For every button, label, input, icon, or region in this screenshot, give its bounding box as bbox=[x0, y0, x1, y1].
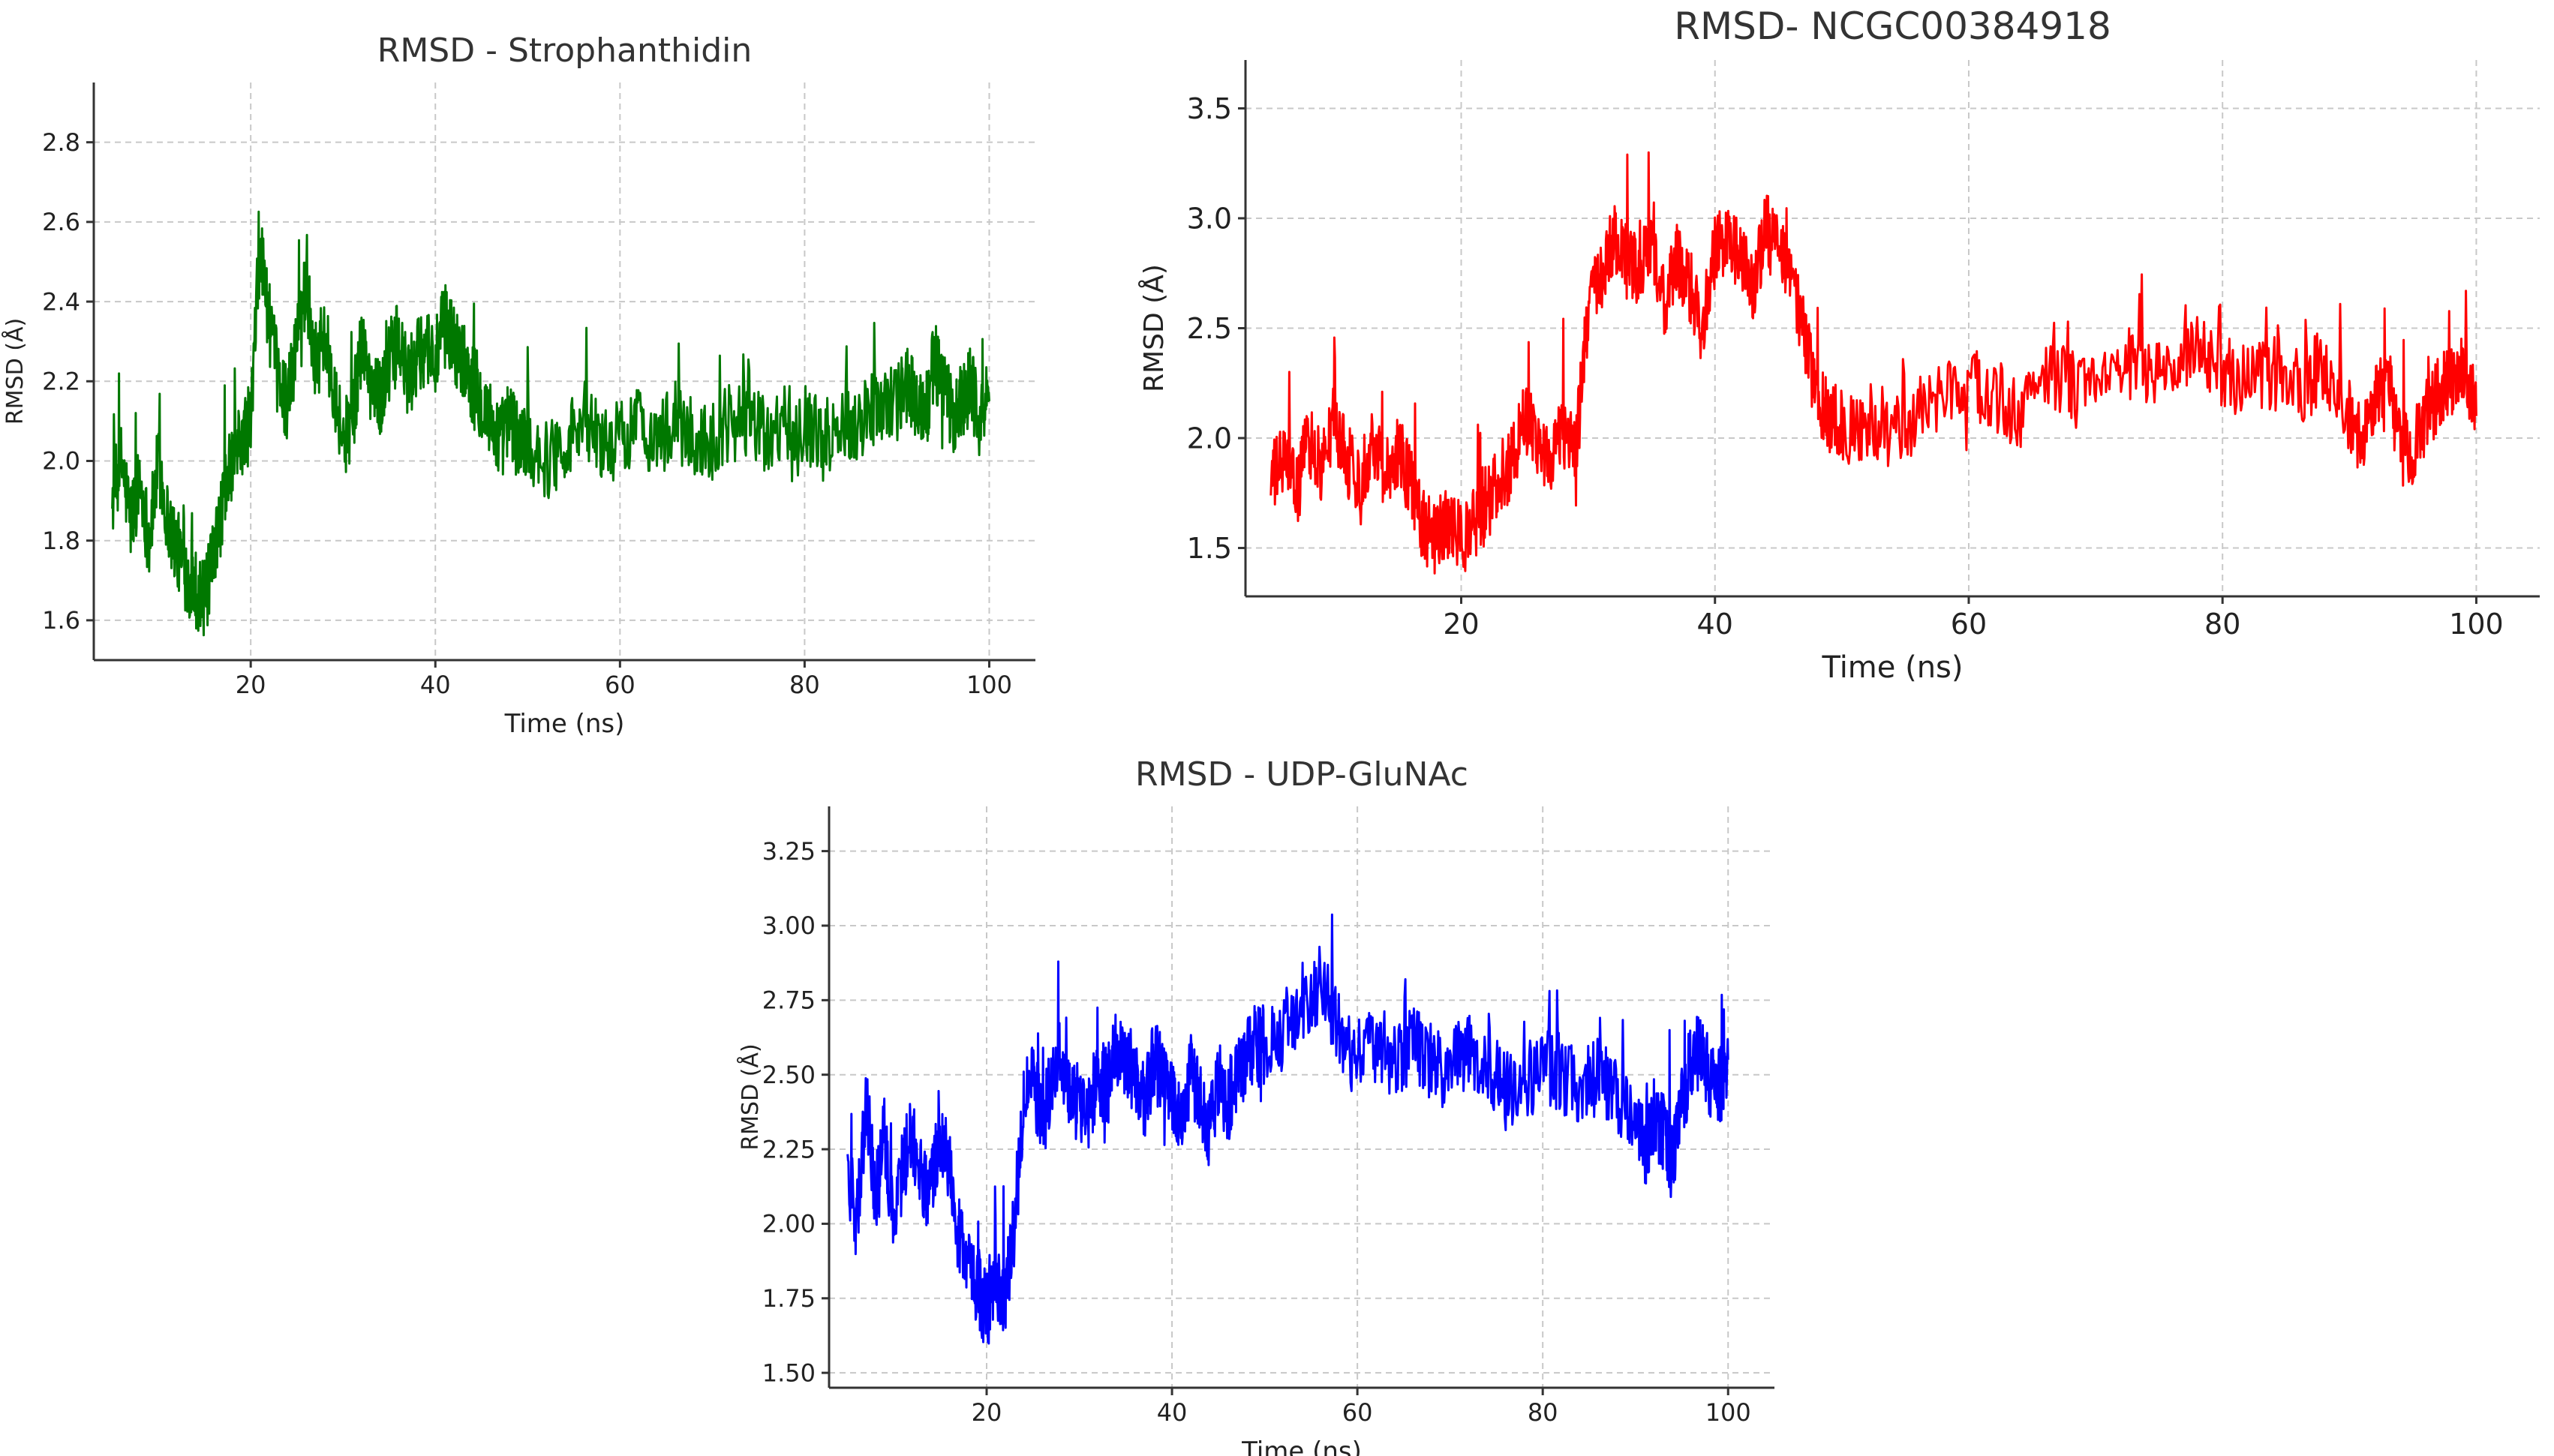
y-tick-label: 2.8 bbox=[42, 128, 80, 157]
y-tick-label: 2.50 bbox=[762, 1061, 816, 1089]
y-tick-label: 1.5 bbox=[1187, 532, 1232, 565]
y-tick-label: 1.75 bbox=[762, 1284, 816, 1313]
y-tick-label: 1.8 bbox=[42, 527, 80, 555]
y-tick-label: 1.50 bbox=[762, 1358, 816, 1387]
y-tick-label: 2.6 bbox=[42, 208, 80, 236]
x-tick-label: 80 bbox=[2204, 608, 2240, 641]
y-tick-label: 2.75 bbox=[762, 986, 816, 1015]
x-axis-label: Time (ns) bbox=[504, 709, 625, 739]
y-axis-label: RMSD (Å) bbox=[1137, 264, 1170, 392]
rmsd-series-line bbox=[1269, 151, 2477, 575]
x-axis-label: Time (ns) bbox=[1821, 650, 1963, 685]
y-axis-label: RMSD (Å) bbox=[737, 1043, 764, 1150]
x-tick-label: 80 bbox=[789, 671, 820, 699]
x-tick-label: 80 bbox=[1528, 1398, 1558, 1427]
rmsd-series-line bbox=[111, 210, 990, 637]
y-tick-label: 3.00 bbox=[762, 911, 816, 940]
chart-strophanthidin: 20 40 60 80 100 1.6 1.8 2.0 2.2 2.4 2.6 2.8 RMSD - S… bbox=[2, 32, 1035, 739]
x-tick-label: 60 bbox=[1951, 608, 1987, 641]
y-tick-label: 2.0 bbox=[42, 447, 80, 476]
chart-ncgc00384918: 20 40 60 80 100 1.5 2.0 2.5 3.0 3.5 RMSD- NCGC0038… bbox=[1137, 5, 2540, 685]
y-tick-label: 2.00 bbox=[762, 1210, 816, 1238]
x-tick-label: 40 bbox=[1697, 608, 1733, 641]
chart-udp-glunac: 20 40 60 80 100 1.50 1.75 2.00 2.25 2.50 2.75 3.00 3… bbox=[737, 755, 1774, 1456]
x-axis-label: Time (ns) bbox=[1241, 1436, 1362, 1456]
y-tick-label: 3.0 bbox=[1187, 202, 1232, 235]
x-tick-label: 60 bbox=[605, 671, 635, 699]
chart-title: RMSD - Strophanthidin bbox=[377, 32, 753, 70]
x-tick-label: 100 bbox=[966, 671, 1012, 699]
y-tick-label: 2.2 bbox=[42, 367, 80, 395]
x-tick-label: 100 bbox=[2449, 608, 2504, 641]
y-tick-label: 1.6 bbox=[42, 606, 80, 635]
y-tick-label: 2.4 bbox=[42, 287, 80, 316]
y-tick-label: 2.25 bbox=[762, 1135, 816, 1163]
chart-title: RMSD - UDP-GluNAc bbox=[1135, 755, 1468, 794]
chart-title: RMSD- NCGC00384918 bbox=[1674, 5, 2111, 48]
y-tick-label: 2.5 bbox=[1187, 312, 1232, 345]
y-axis-label: RMSD (Å) bbox=[2, 318, 29, 425]
x-tick-label: 60 bbox=[1342, 1398, 1373, 1427]
x-tick-label: 20 bbox=[236, 671, 266, 699]
y-tick-label: 2.0 bbox=[1187, 422, 1232, 455]
x-tick-label: 100 bbox=[1705, 1398, 1751, 1427]
rmsd-series-line bbox=[846, 913, 1729, 1345]
x-tick-label: 40 bbox=[420, 671, 451, 699]
x-tick-label: 40 bbox=[1157, 1398, 1188, 1427]
x-tick-label: 20 bbox=[972, 1398, 1002, 1427]
x-tick-label: 20 bbox=[1443, 608, 1479, 641]
y-tick-label: 3.5 bbox=[1187, 92, 1232, 125]
y-tick-label: 3.25 bbox=[762, 837, 816, 866]
